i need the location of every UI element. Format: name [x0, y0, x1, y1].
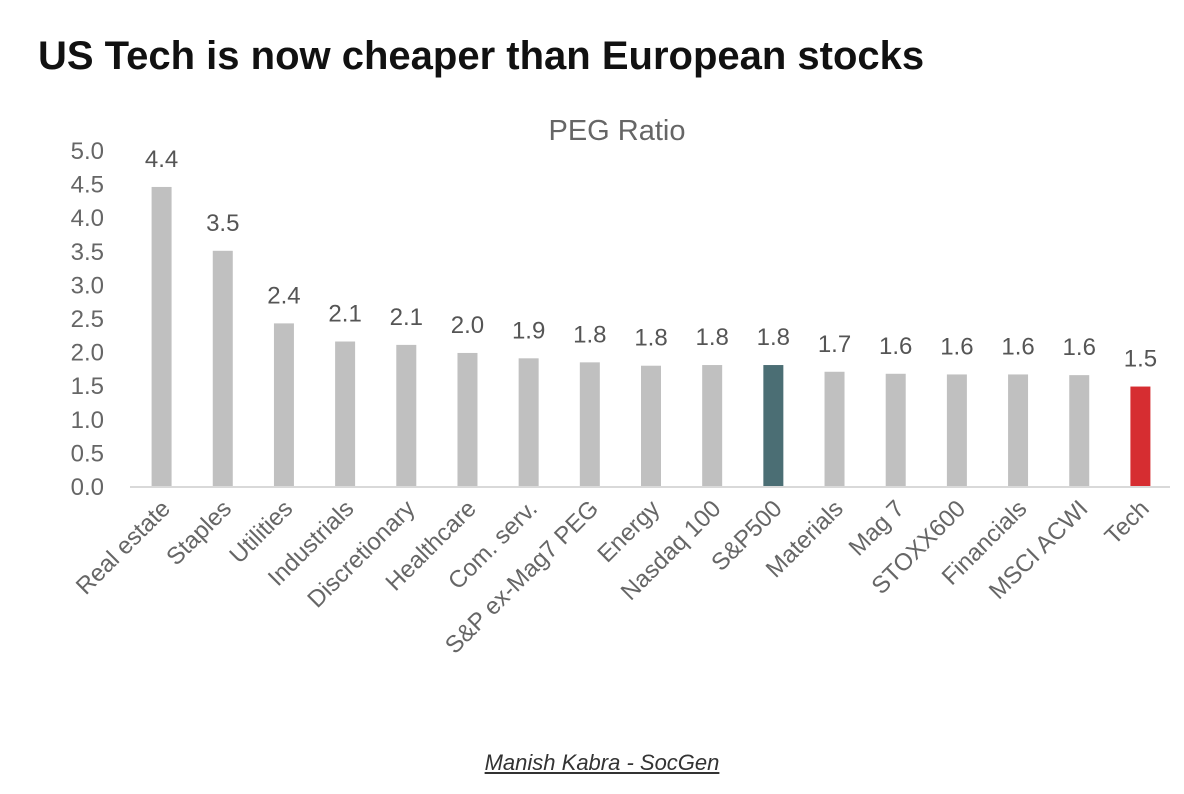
bar: [824, 371, 845, 486]
data-label: 2.1: [328, 301, 361, 328]
y-tick-label: 4.5: [71, 172, 104, 199]
bar: [579, 362, 600, 486]
data-label: 3.5: [206, 210, 239, 237]
y-tick-label: 2.5: [71, 306, 104, 333]
data-label: 1.6: [1063, 334, 1096, 361]
data-label: 1.8: [757, 324, 790, 351]
bar: [763, 365, 784, 486]
bar: [273, 323, 294, 486]
data-label: 1.8: [634, 325, 667, 352]
y-tick-label: 0.0: [71, 474, 104, 501]
y-tick-label: 0.5: [71, 440, 104, 467]
bar: [885, 373, 906, 486]
y-tick-label: 3.5: [71, 239, 104, 266]
data-label: 2.0: [451, 312, 484, 339]
chart-title: US Tech is now cheaper than European sto…: [38, 34, 925, 78]
data-labels: 4.4 3.5 2.4 2.1 2.1 2.0 1.9 1.8 1.8 1.8 1.8 1.7 1.6 1…: [145, 146, 1157, 373]
y-tick-label: 4.0: [71, 205, 104, 232]
data-label: 1.9: [512, 317, 545, 344]
bar-chart: 0.0 0.5 1.0 1.5 2.0 2.5 3.0 3.5 4.0 4.5 5.0 4.4 3.5…: [71, 138, 1170, 659]
bar: [1130, 386, 1151, 486]
x-tick-label: Real estate: [71, 495, 176, 600]
bar: [518, 358, 539, 486]
data-label: 1.8: [573, 321, 606, 348]
bar: [641, 365, 661, 486]
data-label: 1.8: [695, 324, 728, 351]
data-label: 1.6: [1001, 333, 1034, 360]
bar: [396, 344, 417, 486]
data-label: 4.4: [145, 146, 178, 173]
y-tick-label: 2.0: [71, 340, 104, 367]
bar: [1069, 375, 1090, 486]
data-label: 2.1: [390, 304, 423, 331]
y-tick-label: 1.0: [71, 407, 104, 434]
source-credit[interactable]: Manish Kabra - SocGen: [484, 750, 720, 775]
y-axis: 0.0 0.5 1.0 1.5 2.0 2.5 3.0 3.5 4.0 4.5 5.0: [71, 138, 104, 501]
x-tick-label: Tech: [1100, 495, 1155, 550]
y-tick-label: 3.0: [71, 272, 104, 299]
data-label: 1.7: [818, 331, 851, 358]
data-label: 1.5: [1124, 346, 1157, 373]
bar: [335, 341, 356, 486]
chart-subtitle: PEG Ratio: [548, 115, 686, 147]
bar: [946, 374, 967, 486]
bar: [702, 365, 723, 486]
data-label: 2.4: [267, 282, 300, 309]
bar: [1008, 374, 1029, 486]
y-tick-label: 1.5: [71, 373, 104, 400]
y-tick-label: 5.0: [71, 138, 104, 165]
data-label: 1.6: [940, 333, 973, 360]
bar: [457, 352, 478, 486]
x-tick-label: Staples: [161, 495, 237, 571]
data-label: 1.6: [879, 333, 912, 360]
bar: [151, 186, 172, 486]
x-axis: Real estateStaplesUtilitiesIndustrialsDi…: [71, 495, 1155, 659]
bar: [212, 250, 233, 486]
bars: [151, 186, 1151, 486]
